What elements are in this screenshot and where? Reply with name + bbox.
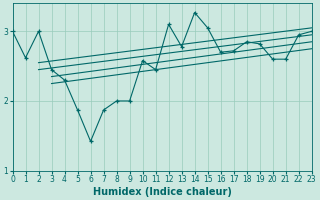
X-axis label: Humidex (Indice chaleur): Humidex (Indice chaleur) <box>93 187 232 197</box>
